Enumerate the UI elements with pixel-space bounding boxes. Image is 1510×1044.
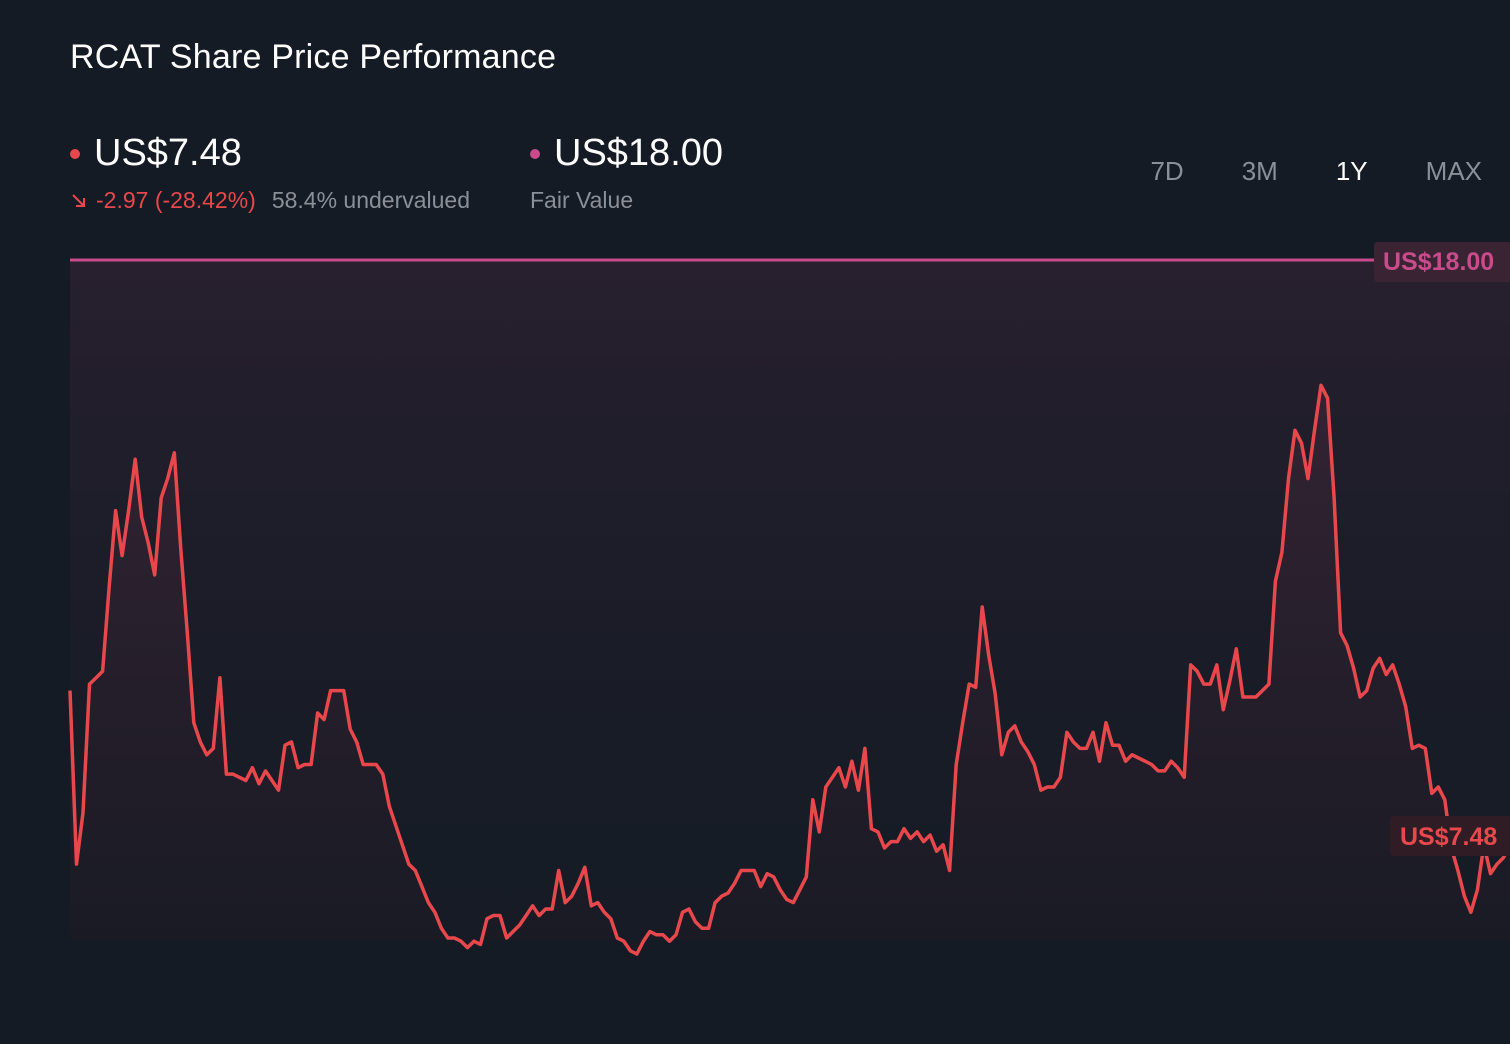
current-price-tag-bg — [1390, 816, 1510, 856]
timeframe-7d[interactable]: 7D — [1150, 156, 1184, 186]
current-price-tag: US$7.48 — [1400, 823, 1497, 851]
fair-value-price: US$18.00 — [530, 132, 723, 175]
price-area — [70, 385, 1510, 954]
page-title: RCAT Share Price Performance — [70, 38, 557, 76]
fair-value-price-value: US$18.00 — [554, 132, 724, 174]
timeframe-selector: 7D 3M 1Y MAX — [1092, 156, 1482, 187]
fair-value-tag-bg — [1374, 242, 1510, 282]
timeframe-3m[interactable]: 3M — [1241, 156, 1278, 186]
current-price-dot — [70, 148, 80, 159]
current-price-meta: -2.97 (-28.42%) 58.4% undervalued — [70, 187, 470, 214]
fair-value-meta: Fair Value — [530, 187, 723, 214]
fair-value-dot — [530, 148, 540, 159]
arrow-down-right-icon — [72, 193, 85, 207]
current-price: US$7.48 — [70, 132, 470, 175]
fair-value-block: US$18.00 Fair Value — [530, 132, 723, 214]
valuation-status: 58.4% undervalued — [271, 187, 471, 213]
price-change: -2.97 (-28.42%) — [70, 187, 256, 214]
fair-value-tag: US$18.00 — [1383, 248, 1494, 276]
current-price-block: US$7.48 -2.97 (-28.42%) 58.4% undervalue… — [70, 132, 470, 214]
price-change-value: -2.97 (-28.42%) — [96, 187, 256, 213]
price-line — [68, 383, 1510, 956]
fair-value-label: Fair Value — [530, 187, 634, 213]
timeframe-1y[interactable]: 1Y — [1335, 156, 1368, 186]
current-price-value: US$7.48 — [94, 132, 242, 174]
timeframe-max[interactable]: MAX — [1425, 156, 1482, 186]
